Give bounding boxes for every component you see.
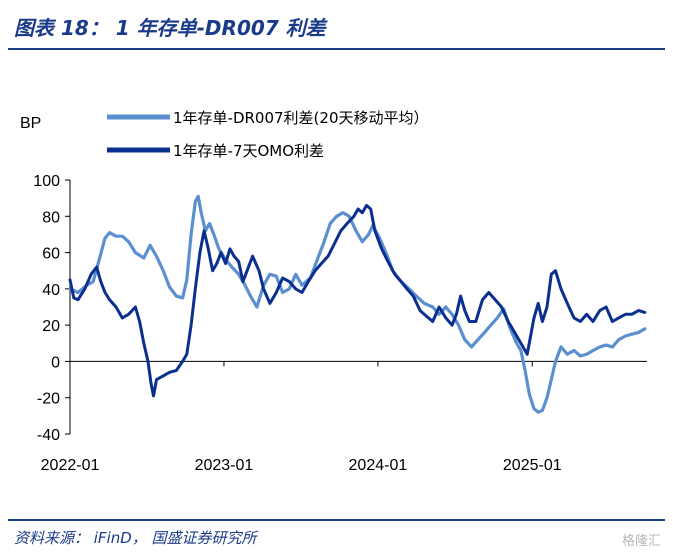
y-tick-label: -40 xyxy=(37,427,60,444)
axes: 100 80 60 40 20 0 -20 -40 2022-01 2023-01 2024-01 2… xyxy=(33,173,647,474)
x-tick-label: 2024-01 xyxy=(349,457,408,474)
y-tick-label: 0 xyxy=(51,354,60,371)
figure-title: 图表 18： 1 年存单-DR007 利差 xyxy=(14,16,326,40)
source-rule xyxy=(8,519,665,521)
legend-label-1: 1年存单-DR007利差(20天移动平均） xyxy=(173,109,429,127)
x-tick-label: 2022-01 xyxy=(41,457,100,474)
legend: 1年存单-DR007利差(20天移动平均） 1年存单-7天OMO利差 xyxy=(107,109,429,160)
y-tick-label: 20 xyxy=(42,318,60,335)
series-line-1 xyxy=(68,194,647,414)
title-rule xyxy=(8,48,665,50)
y-tick-label: 40 xyxy=(42,282,60,299)
x-tick-label: 2025-01 xyxy=(503,457,562,474)
series-layer xyxy=(68,194,647,414)
y-axis-label: BP xyxy=(20,115,41,132)
series-line-2 xyxy=(68,203,647,398)
y-tick-label: -20 xyxy=(37,391,60,408)
watermark-text: 格隆汇 xyxy=(621,534,661,549)
y-tick-label: 60 xyxy=(42,246,60,263)
legend-label-2: 1年存单-7天OMO利差 xyxy=(173,142,324,160)
y-tick-label: 80 xyxy=(42,209,60,226)
x-tick-label: 2023-01 xyxy=(195,457,254,474)
source-note: 资料来源： iFinD， 国盛证券研究所 xyxy=(14,529,257,547)
y-tick-label: 100 xyxy=(33,173,60,190)
line-chart: 1年存单-DR007利差(20天移动平均） 1年存单-7天OMO利差 BP 100… xyxy=(20,109,647,474)
